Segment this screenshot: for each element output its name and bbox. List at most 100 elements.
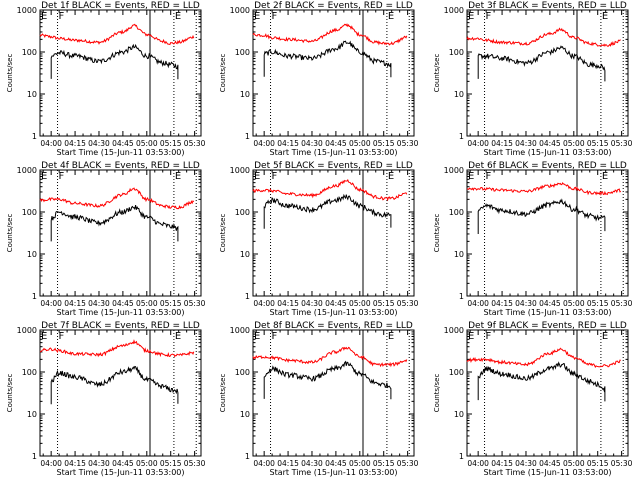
lld-series-line (466, 347, 621, 368)
y-tick-label: 1000 (444, 6, 464, 15)
x-tick-label: 05:00 (563, 139, 585, 148)
panel-title: Det 4f BLACK = Events, RED = LLD (41, 161, 200, 171)
time-marker-label: E (175, 331, 181, 342)
plot-frame (252, 329, 415, 457)
x-tick-label: 05:15 (373, 139, 395, 148)
x-tick-label: 04:15 (491, 459, 513, 468)
events-series-line (263, 360, 392, 400)
x-tick-label: 04:30 (301, 139, 323, 148)
y-tick-label: 10 (240, 90, 250, 99)
y-axis-label: Counts/sec (433, 374, 441, 413)
x-tick-label: 04:00 (40, 299, 62, 308)
x-tick-label: 05:30 (397, 299, 419, 308)
x-tick-label: 05:15 (587, 139, 609, 148)
time-marker-label: E (602, 11, 608, 22)
y-tick-label: 100 (22, 48, 37, 57)
time-marker-label: E (175, 11, 181, 22)
events-series-line (263, 40, 392, 78)
lld-series-line (39, 339, 195, 358)
x-tick-label: 04:15 (64, 299, 86, 308)
y-axis-label: Counts/sec (6, 54, 14, 93)
panel-title: Det 9f BLACK = Events, RED = LLD (468, 321, 627, 331)
panel-title: Det 3f BLACK = Events, RED = LLD (468, 1, 627, 11)
time-marker-label: E (175, 171, 181, 182)
y-tick-label: 1000 (17, 326, 37, 335)
lld-series-line (39, 187, 195, 210)
y-axis-label: Counts/sec (6, 214, 14, 253)
plot-frame (39, 9, 202, 137)
x-axis-label: Start Time (15-Jun-11 03:53:00) (270, 148, 398, 157)
x-tick-label: 05:00 (349, 459, 371, 468)
plot-frame (466, 9, 629, 137)
time-marker-label: E (468, 11, 474, 22)
y-tick-label: 10 (240, 250, 250, 259)
x-tick-label: 04:45 (325, 139, 347, 148)
x-tick-label: 04:30 (88, 459, 110, 468)
y-axis-label: Counts/sec (219, 214, 227, 253)
y-tick-label: 1 (459, 132, 464, 141)
x-tick-label: 05:00 (136, 299, 158, 308)
x-tick-label: 05:30 (184, 459, 206, 468)
y-axis-label: Counts/sec (219, 374, 227, 413)
x-tick-label: 04:15 (491, 139, 513, 148)
time-marker-label: E (41, 11, 47, 22)
time-marker-label: F (59, 331, 65, 342)
time-marker-label: E (388, 171, 394, 182)
time-marker-label: E (388, 11, 394, 22)
time-marker-label: E (254, 171, 260, 182)
x-axis-label: Start Time (15-Jun-11 03:53:00) (270, 468, 398, 477)
panel-det-2f: Det 2f BLACK = Events, RED = LLD 1 10 100 10… (219, 1, 419, 157)
time-marker-label: F (272, 331, 278, 342)
y-tick-label: 100 (449, 48, 464, 57)
y-tick-label: 1 (459, 452, 464, 461)
time-marker-label: E (468, 331, 474, 342)
plot-frame (39, 169, 202, 297)
plot-frame (252, 9, 415, 137)
time-marker-label: F (272, 11, 278, 22)
x-tick-label: 05:30 (184, 139, 206, 148)
x-tick-label: 04:15 (277, 299, 299, 308)
y-axis-label: Counts/sec (6, 374, 14, 413)
y-tick-label: 100 (22, 208, 37, 217)
events-series-line (477, 198, 606, 234)
x-tick-label: 05:30 (611, 459, 633, 468)
y-tick-label: 1 (245, 292, 250, 301)
plot-frame (466, 329, 629, 457)
panel-det-5f: Det 5f BLACK = Events, RED = LLD 1 10 100 10… (219, 161, 419, 317)
y-tick-label: 1 (459, 292, 464, 301)
x-tick-label: 05:15 (587, 299, 609, 308)
panel-title: Det 6f BLACK = Events, RED = LLD (468, 161, 627, 171)
x-tick-label: 04:45 (325, 299, 347, 308)
x-tick-label: 05:15 (160, 139, 182, 148)
y-tick-label: 1 (245, 452, 250, 461)
x-tick-label: 04:30 (515, 139, 537, 148)
events-series-line (263, 193, 392, 229)
time-marker-label: F (272, 171, 278, 182)
x-tick-label: 04:45 (539, 299, 561, 308)
time-marker-label: E (254, 11, 260, 22)
y-tick-label: 1000 (444, 326, 464, 335)
time-marker-label: E (602, 331, 608, 342)
time-marker-label: E (254, 331, 260, 342)
y-axis-label: Counts/sec (219, 54, 227, 93)
x-tick-label: 04:30 (301, 459, 323, 468)
y-axis-label: Counts/sec (433, 54, 441, 93)
x-tick-label: 04:00 (253, 459, 275, 468)
x-tick-label: 04:00 (467, 139, 489, 148)
lld-series-line (466, 181, 622, 196)
lld-series-line (252, 178, 408, 202)
panel-title: Det 7f BLACK = Events, RED = LLD (41, 321, 200, 331)
x-tick-label: 05:15 (373, 299, 395, 308)
x-tick-label: 04:15 (277, 139, 299, 148)
x-tick-label: 05:30 (611, 299, 633, 308)
x-tick-label: 05:00 (136, 139, 158, 148)
x-tick-label: 04:45 (112, 459, 134, 468)
y-tick-label: 10 (240, 410, 250, 419)
panel-title: Det 8f BLACK = Events, RED = LLD (254, 321, 413, 331)
y-tick-label: 1 (245, 132, 250, 141)
x-tick-label: 04:30 (88, 299, 110, 308)
x-tick-label: 04:30 (515, 299, 537, 308)
x-tick-label: 04:45 (539, 139, 561, 148)
x-axis-label: Start Time (15-Jun-11 03:53:00) (57, 308, 185, 317)
